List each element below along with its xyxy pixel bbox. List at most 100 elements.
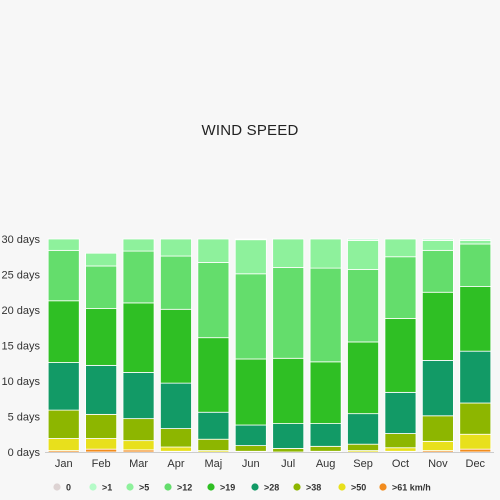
bar-segment	[122, 250, 155, 304]
legend-marker	[293, 483, 301, 491]
bar-segment	[309, 445, 342, 452]
bar-segment	[197, 337, 230, 413]
bar-segment	[421, 415, 454, 442]
bar-segment	[421, 360, 454, 417]
bar-segment	[197, 411, 230, 440]
legend-marker	[164, 483, 172, 491]
x-tick-label: Oct	[392, 458, 409, 470]
bar-segment	[421, 238, 454, 241]
bar-segment	[384, 433, 417, 449]
legend-marker	[89, 483, 97, 491]
legend-label: >1	[102, 483, 112, 493]
bar-segment	[47, 438, 80, 451]
bar-segment	[384, 238, 417, 258]
bar-segment	[309, 267, 342, 363]
legend-label: >12	[177, 483, 192, 493]
bar-segment	[309, 423, 342, 447]
x-tick-label: Maj	[205, 458, 223, 470]
bar-segment	[47, 300, 80, 363]
bar-segment	[160, 428, 192, 448]
bar-segment	[384, 447, 417, 452]
legend-label: >19	[220, 483, 235, 493]
legend-label: >5	[139, 483, 149, 493]
bar-segment	[234, 424, 267, 447]
bar-segment	[459, 402, 492, 435]
bar-segment	[47, 249, 80, 302]
bar-segment	[85, 413, 118, 439]
legend-marker	[338, 483, 346, 491]
bar-segment	[272, 266, 305, 359]
legend-label: >50	[351, 483, 366, 493]
bar-segment	[421, 240, 454, 251]
bar-segment	[197, 438, 230, 451]
y-tick-label: 25 days	[1, 270, 40, 282]
bar-segment	[234, 445, 267, 452]
bar-segment	[459, 350, 492, 404]
bar-segment	[421, 440, 454, 451]
bar-segment	[160, 382, 192, 429]
bar-segment	[47, 238, 80, 251]
y-tick-label: 30 days	[1, 234, 40, 246]
y-tick-label: 15 days	[1, 341, 40, 353]
legend-marker	[251, 483, 259, 491]
legend-label: >28	[264, 483, 279, 493]
bar-segment	[459, 240, 492, 245]
bar-segment	[160, 308, 192, 384]
x-tick-label: Jan	[55, 458, 73, 470]
bar-segment	[160, 446, 192, 452]
bar-segment	[347, 238, 379, 241]
bar-segment	[272, 238, 305, 268]
bar-segment	[459, 433, 492, 450]
bar-segment	[347, 240, 379, 270]
bar-segment	[309, 238, 342, 269]
bar-segment	[421, 291, 454, 361]
x-tick-label: Mar	[129, 458, 148, 470]
bar-segment	[122, 372, 155, 420]
bar-segment	[197, 262, 230, 339]
bar-segment	[160, 238, 192, 257]
bar-segment	[459, 243, 492, 287]
bar-segment	[347, 341, 379, 415]
legend-marker	[207, 483, 215, 491]
bar-segment	[347, 413, 379, 445]
bar-segment	[459, 238, 492, 241]
bar-segment	[122, 302, 155, 373]
bar-segment	[85, 265, 118, 309]
bar-segment	[47, 362, 80, 411]
legend-label: 0	[66, 483, 71, 493]
bar-segment	[384, 391, 417, 434]
bar-segment	[272, 357, 305, 424]
bar-segment	[122, 418, 155, 442]
bar-segment	[347, 443, 379, 451]
bar-segment	[384, 256, 417, 319]
bar-segment	[160, 255, 192, 310]
bar-segment	[47, 409, 80, 439]
bar-segment	[347, 269, 379, 343]
bar-segment	[384, 318, 417, 393]
bar-segment	[234, 238, 267, 241]
bar-segment	[272, 448, 305, 453]
bar-segment	[122, 238, 155, 252]
x-tick-label: Apr	[167, 458, 184, 470]
x-tick-label: Jun	[242, 458, 260, 470]
bar-segment	[85, 438, 118, 450]
legend-marker	[126, 483, 134, 491]
y-tick-label: 0 days	[8, 447, 41, 459]
legend-marker	[53, 483, 61, 491]
bar-segment	[85, 364, 118, 415]
x-tick-label: Dec	[466, 458, 486, 470]
bar-segment	[459, 448, 492, 453]
y-tick-label: 10 days	[1, 376, 40, 388]
bar-segment	[85, 308, 118, 366]
bar-segment	[85, 448, 118, 453]
bar-segment	[122, 440, 155, 451]
legend-label: >38	[306, 483, 321, 493]
legend-label: >61 km/h	[392, 483, 431, 493]
bar-segment	[234, 273, 267, 360]
x-tick-label: Aug	[316, 458, 336, 470]
bar-segment	[234, 358, 267, 426]
x-tick-label: Sep	[353, 458, 373, 470]
bar-segment	[234, 239, 267, 275]
bar-segment	[197, 238, 230, 263]
